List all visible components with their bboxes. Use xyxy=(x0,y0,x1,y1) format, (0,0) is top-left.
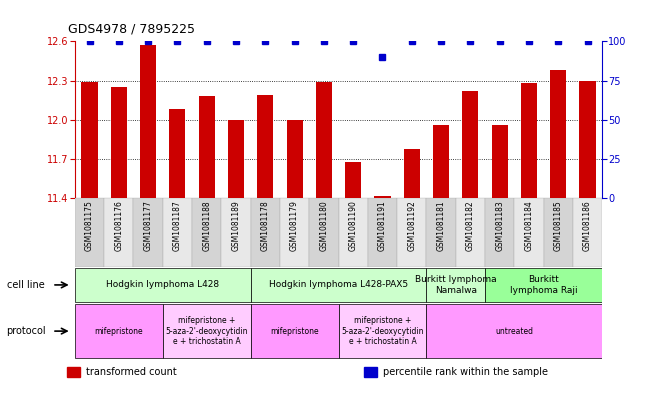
Bar xyxy=(485,198,514,267)
Bar xyxy=(345,162,361,198)
Bar xyxy=(133,198,163,267)
Bar xyxy=(365,367,378,377)
Text: GSM1081182: GSM1081182 xyxy=(466,200,475,251)
Bar xyxy=(163,304,251,358)
Text: mifepristone: mifepristone xyxy=(270,327,319,336)
Text: GSM1081183: GSM1081183 xyxy=(495,200,504,251)
Text: GSM1081187: GSM1081187 xyxy=(173,200,182,251)
Bar xyxy=(462,91,478,198)
Bar xyxy=(426,268,485,302)
Text: GSM1081178: GSM1081178 xyxy=(261,200,270,251)
Bar xyxy=(426,304,602,358)
Bar xyxy=(228,120,244,198)
Bar xyxy=(221,198,251,267)
Bar xyxy=(521,83,537,198)
Bar xyxy=(251,268,426,302)
Text: GSM1081176: GSM1081176 xyxy=(115,200,123,252)
Bar xyxy=(544,198,573,267)
Bar xyxy=(404,149,420,198)
Bar xyxy=(316,82,332,198)
Bar xyxy=(163,198,192,267)
Bar xyxy=(309,198,339,267)
Bar xyxy=(374,196,391,198)
Text: GSM1081179: GSM1081179 xyxy=(290,200,299,252)
Bar xyxy=(456,198,485,267)
Text: GSM1081186: GSM1081186 xyxy=(583,200,592,251)
Bar xyxy=(81,82,98,198)
Text: percentile rank within the sample: percentile rank within the sample xyxy=(383,367,547,377)
Text: GSM1081185: GSM1081185 xyxy=(554,200,562,251)
Bar xyxy=(169,109,186,198)
Bar xyxy=(579,81,596,198)
Bar xyxy=(397,198,426,267)
Bar xyxy=(433,125,449,198)
Bar xyxy=(75,268,251,302)
Text: untreated: untreated xyxy=(495,327,533,336)
Bar xyxy=(368,198,397,267)
Text: transformed count: transformed count xyxy=(86,367,176,377)
Text: GSM1081190: GSM1081190 xyxy=(349,200,357,252)
Text: GSM1081180: GSM1081180 xyxy=(320,200,328,251)
Bar xyxy=(286,120,303,198)
Text: GSM1081189: GSM1081189 xyxy=(232,200,240,251)
Bar xyxy=(192,198,221,267)
Bar xyxy=(251,304,339,358)
Text: GSM1081191: GSM1081191 xyxy=(378,200,387,251)
Text: GSM1081181: GSM1081181 xyxy=(437,200,445,251)
Text: Burkitt lymphoma
Namalwa: Burkitt lymphoma Namalwa xyxy=(415,275,497,295)
Bar xyxy=(75,198,104,267)
Text: cell line: cell line xyxy=(7,280,44,290)
Text: Hodgkin lymphoma L428-PAX5: Hodgkin lymphoma L428-PAX5 xyxy=(269,281,408,289)
Text: mifepristone: mifepristone xyxy=(94,327,143,336)
Bar xyxy=(573,198,602,267)
Bar xyxy=(257,95,273,198)
Bar xyxy=(140,45,156,198)
Bar xyxy=(251,198,280,267)
Text: GSM1081192: GSM1081192 xyxy=(408,200,416,251)
Bar xyxy=(492,125,508,198)
Bar xyxy=(199,96,215,198)
Text: protocol: protocol xyxy=(7,326,46,336)
Bar xyxy=(104,198,133,267)
Text: GSM1081188: GSM1081188 xyxy=(202,200,211,251)
Bar xyxy=(339,198,368,267)
Text: GSM1081175: GSM1081175 xyxy=(85,200,94,252)
Bar xyxy=(485,268,602,302)
Bar xyxy=(339,304,426,358)
Bar xyxy=(67,367,80,377)
Text: mifepristone +
5-aza-2'-deoxycytidin
e + trichostatin A: mifepristone + 5-aza-2'-deoxycytidin e +… xyxy=(165,316,248,346)
Text: GSM1081184: GSM1081184 xyxy=(525,200,533,251)
Bar xyxy=(514,198,544,267)
Bar xyxy=(426,198,456,267)
Text: GDS4978 / 7895225: GDS4978 / 7895225 xyxy=(68,23,195,36)
Text: Burkitt
lymphoma Raji: Burkitt lymphoma Raji xyxy=(510,275,577,295)
Text: mifepristone +
5-aza-2'-deoxycytidin
e + trichostatin A: mifepristone + 5-aza-2'-deoxycytidin e +… xyxy=(341,316,424,346)
Bar xyxy=(75,304,163,358)
Bar xyxy=(111,87,127,198)
Bar xyxy=(280,198,309,267)
Text: GSM1081177: GSM1081177 xyxy=(144,200,152,252)
Bar xyxy=(550,70,566,198)
Text: Hodgkin lymphoma L428: Hodgkin lymphoma L428 xyxy=(106,281,219,289)
